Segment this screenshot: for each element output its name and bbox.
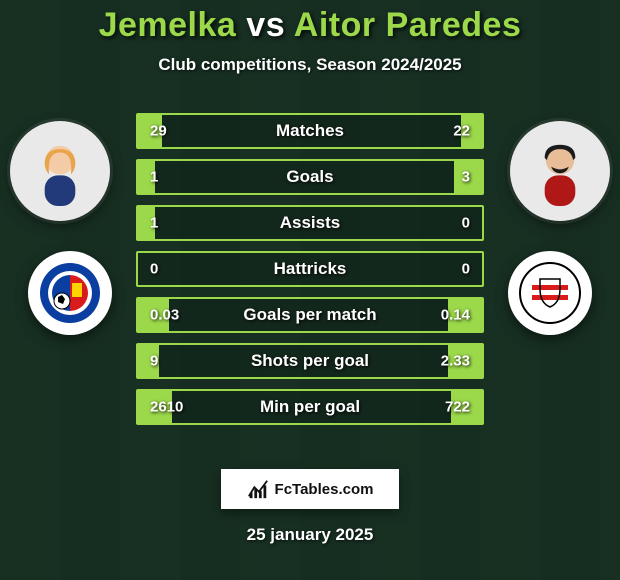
page-title: Jemelka vs Aitor Paredes	[0, 6, 620, 45]
stat-label: Goals per match	[243, 305, 376, 325]
stat-value-right: 3	[462, 169, 470, 186]
date-label: 25 january 2025	[0, 525, 620, 545]
stat-label: Matches	[276, 121, 344, 141]
title-vs: vs	[246, 6, 285, 44]
club-left-badge	[28, 251, 112, 335]
stat-label: Min per goal	[260, 397, 360, 417]
stat-value-right: 0.14	[441, 307, 470, 324]
stat-row: 9 Shots per goal 2.33	[136, 343, 484, 379]
stat-row: 2610 Min per goal 722	[136, 389, 484, 425]
stat-value-left: 1	[150, 215, 158, 232]
stat-row: 29 Matches 22	[136, 113, 484, 149]
stat-value-right: 0	[462, 261, 470, 278]
subtitle: Club competitions, Season 2024/2025	[0, 55, 620, 75]
brand-text: FcTables.com	[275, 481, 374, 498]
stat-value-right: 0	[462, 215, 470, 232]
stat-value-left: 1	[150, 169, 158, 186]
player-left-avatar	[10, 121, 110, 221]
stat-value-left: 2610	[150, 399, 183, 416]
content-root: Jemelka vs Aitor Paredes Club competitio…	[0, 0, 620, 580]
stat-value-right: 22	[453, 123, 470, 140]
stat-value-left: 29	[150, 123, 167, 140]
club-right-badge	[508, 251, 592, 335]
brand-badge[interactable]: FcTables.com	[221, 469, 399, 509]
comparison-area: 29 Matches 22 1 Goals 3 1 Assists 0 0 Hattricks 0 0.…	[0, 103, 620, 443]
stat-value-left: 0	[150, 261, 158, 278]
stat-value-right: 2.33	[441, 353, 470, 370]
stat-label: Assists	[280, 213, 340, 233]
stat-label: Hattricks	[274, 259, 347, 279]
stat-value-left: 0.03	[150, 307, 179, 324]
stat-row: 0 Hattricks 0	[136, 251, 484, 287]
person-icon	[525, 136, 595, 206]
stat-label: Shots per goal	[251, 351, 369, 371]
stat-value-right: 722	[445, 399, 470, 416]
title-player2: Aitor Paredes	[294, 6, 522, 44]
person-icon	[25, 136, 95, 206]
stat-row: 1 Assists 0	[136, 205, 484, 241]
stat-label: Goals	[286, 167, 333, 187]
stat-row: 1 Goals 3	[136, 159, 484, 195]
player-right-avatar	[510, 121, 610, 221]
stat-value-left: 9	[150, 353, 158, 370]
club-crest-icon	[38, 261, 102, 325]
stats-list: 29 Matches 22 1 Goals 3 1 Assists 0 0 Hattricks 0 0.…	[136, 113, 484, 425]
title-player1: Jemelka	[99, 6, 237, 44]
chart-icon	[247, 478, 269, 500]
stat-row: 0.03 Goals per match 0.14	[136, 297, 484, 333]
club-crest-icon	[518, 261, 582, 325]
